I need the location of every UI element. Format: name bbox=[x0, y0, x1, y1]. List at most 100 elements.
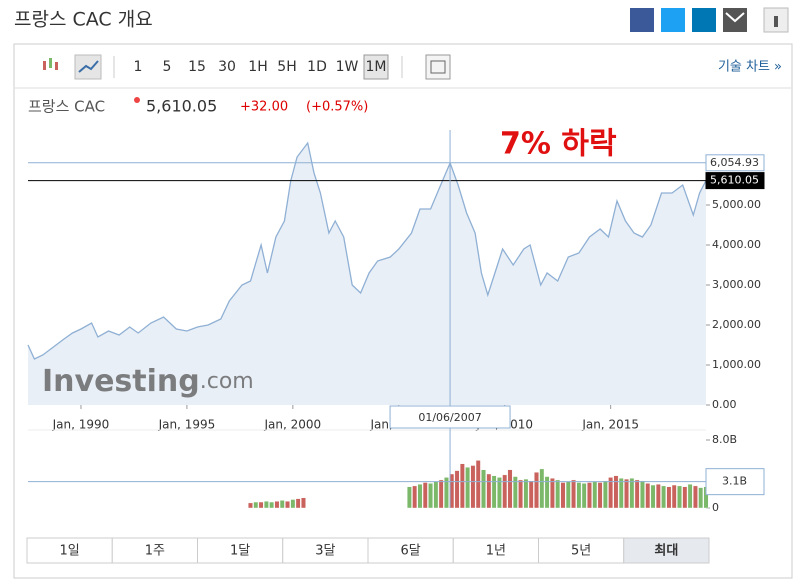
volume-bar bbox=[640, 480, 645, 509]
quote-price: 5,610.05 bbox=[146, 97, 217, 116]
volume-tick-label: 0 bbox=[712, 501, 719, 514]
volume-bar bbox=[248, 502, 253, 509]
x-tick-label: Jan, 1990 bbox=[52, 418, 110, 432]
volume-bar bbox=[687, 484, 693, 509]
crosshair-label: 01/06/2007 bbox=[418, 411, 481, 424]
line-glyph bbox=[78, 60, 99, 73]
volume-bar bbox=[655, 484, 661, 509]
volume-bar bbox=[295, 498, 301, 509]
volume-bar bbox=[587, 482, 592, 509]
volume-marker-label: 3.1B bbox=[722, 475, 747, 488]
twitter-icon[interactable] bbox=[661, 8, 685, 32]
interval-button[interactable]: 5 bbox=[163, 59, 172, 75]
volume-bar bbox=[290, 499, 296, 509]
mail-glyph bbox=[725, 12, 745, 23]
volume-bar bbox=[634, 479, 640, 509]
volume-bar bbox=[481, 469, 486, 509]
volume-bar bbox=[528, 480, 534, 509]
volume-bar bbox=[444, 477, 449, 509]
info-glyph bbox=[774, 16, 778, 27]
volume-bar bbox=[263, 501, 269, 509]
volume-bar bbox=[470, 465, 476, 509]
range-tab[interactable] bbox=[452, 537, 539, 564]
volume-bar bbox=[544, 476, 550, 509]
volume-bar bbox=[512, 476, 518, 509]
volume-bar bbox=[698, 487, 704, 509]
volume-bar bbox=[406, 486, 412, 509]
volume-bar bbox=[523, 478, 529, 509]
interval-button[interactable]: 1D bbox=[307, 59, 327, 75]
volume-bar bbox=[518, 479, 524, 509]
volume-bar bbox=[417, 484, 423, 509]
interval-button[interactable]: 1 bbox=[134, 59, 143, 75]
volume-bar bbox=[624, 478, 629, 509]
y-tick-label: 4,000.00 bbox=[712, 238, 761, 251]
annotation: 7% 하락 bbox=[500, 127, 617, 162]
interval-button[interactable]: 15 bbox=[188, 59, 206, 75]
interval-button[interactable]: 1W bbox=[336, 59, 359, 75]
settings-glyph bbox=[430, 60, 446, 74]
volume-bar bbox=[629, 478, 635, 509]
range-tab-label[interactable]: 1달 bbox=[230, 544, 250, 559]
live-dot bbox=[134, 97, 140, 103]
range-tab[interactable] bbox=[367, 537, 454, 564]
range-tab[interactable] bbox=[111, 537, 198, 564]
technical-chart-link[interactable]: 기술 차트 » bbox=[718, 60, 782, 75]
linkedin-icon[interactable] bbox=[692, 8, 716, 32]
volume-bar bbox=[301, 497, 306, 509]
range-tab-label[interactable]: 최대 bbox=[654, 544, 678, 559]
range-tab-label[interactable]: 5년 bbox=[571, 544, 591, 559]
watermark-suffix: .com bbox=[200, 369, 254, 394]
range-tab-label[interactable]: 1일 bbox=[60, 544, 80, 559]
volume-bar bbox=[274, 501, 280, 509]
volume-bar bbox=[571, 479, 576, 509]
interval-button[interactable]: 1M bbox=[366, 59, 387, 75]
volume-bar bbox=[497, 477, 502, 509]
volume-bar bbox=[581, 483, 587, 509]
watermark-brand: Investing bbox=[42, 364, 200, 399]
range-tab[interactable] bbox=[197, 537, 284, 564]
interval-button[interactable]: 30 bbox=[218, 59, 236, 75]
range-tab[interactable] bbox=[26, 537, 113, 564]
range-tab[interactable] bbox=[282, 537, 369, 564]
range-tab-label[interactable]: 3달 bbox=[315, 544, 335, 559]
volume-bar bbox=[534, 472, 539, 509]
volume-bar bbox=[412, 485, 418, 509]
range-tab-label[interactable]: 1주 bbox=[145, 544, 165, 559]
area-fill bbox=[28, 143, 706, 405]
volume-bar bbox=[671, 484, 677, 509]
interval-button[interactable]: 1H bbox=[248, 59, 267, 75]
volume-bar bbox=[650, 484, 656, 509]
settings-icon[interactable] bbox=[425, 54, 451, 80]
volume-bar bbox=[428, 483, 433, 509]
volume-bar bbox=[258, 501, 264, 509]
volume-bar bbox=[269, 501, 275, 509]
volume-bar bbox=[618, 478, 624, 509]
volume-bar bbox=[279, 500, 285, 509]
volume-bar bbox=[560, 482, 566, 509]
quote-change: +32.00 bbox=[240, 100, 288, 115]
volume-bar bbox=[608, 477, 614, 509]
range-tab-label[interactable]: 1년 bbox=[486, 544, 506, 559]
volume-bar bbox=[285, 501, 290, 509]
x-tick-label: Jan, 1995 bbox=[158, 418, 216, 432]
volume-bar bbox=[597, 482, 603, 509]
facebook-icon[interactable] bbox=[630, 8, 654, 32]
range-tab[interactable] bbox=[623, 537, 710, 564]
quote-name: 프랑스 CAC bbox=[28, 98, 105, 116]
range-tab-label[interactable]: 6달 bbox=[401, 544, 421, 559]
candle-icon[interactable] bbox=[43, 58, 58, 70]
reference-label-box bbox=[705, 154, 765, 172]
interval-button[interactable]: 5H bbox=[277, 59, 296, 75]
interval-selected bbox=[363, 54, 389, 80]
x-tick-label: Jan, 2000 bbox=[264, 418, 322, 432]
volume-bar bbox=[682, 486, 688, 509]
volume-bar bbox=[438, 479, 444, 509]
toolbar bbox=[15, 45, 791, 87]
volume-bar bbox=[565, 481, 571, 509]
y-tick-label: 1,000.00 bbox=[712, 358, 761, 371]
crosshair-box bbox=[389, 405, 511, 429]
volume-bar bbox=[422, 482, 428, 509]
